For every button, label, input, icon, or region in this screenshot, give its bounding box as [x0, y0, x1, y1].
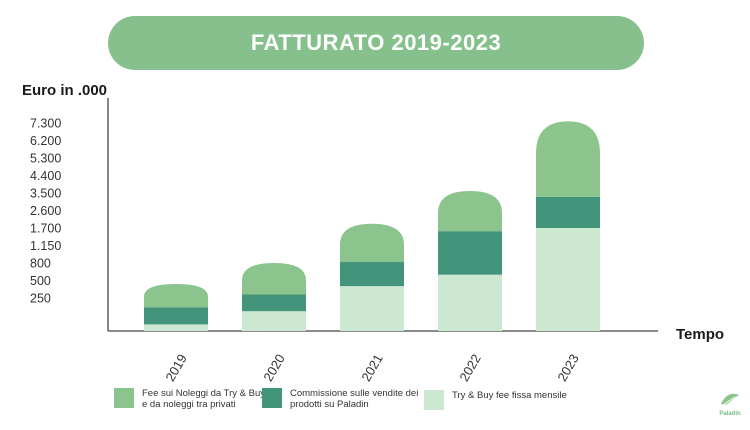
- bar-segment: [438, 191, 502, 232]
- y-tick-label: 800: [30, 257, 51, 271]
- x-tick-label: 2023: [554, 351, 581, 384]
- y-axis-label: Euro in .000: [22, 82, 108, 99]
- y-tick-label: 1.700: [30, 222, 61, 236]
- x-tick-label: 2019: [162, 351, 189, 384]
- bar-segment: [438, 274, 502, 331]
- legend-item: Fee sui Noleggi da Try & Buy e da nolegg…: [114, 388, 265, 410]
- bar-segment: [144, 307, 208, 325]
- legend-swatch: [424, 390, 444, 410]
- y-tick-label: 250: [30, 292, 51, 306]
- x-tick-label: 2021: [358, 351, 385, 384]
- x-tick-label: 2022: [456, 351, 483, 384]
- bar-segment: [242, 311, 306, 331]
- x-axis-label: Tempo: [676, 326, 725, 343]
- legend-swatch: [262, 388, 282, 408]
- bar-segment: [242, 263, 306, 295]
- legend-label: Fee sui Noleggi da Try & Buy e da nolegg…: [142, 388, 266, 410]
- y-tick-label: 4.400: [30, 169, 61, 183]
- legend-swatch: [114, 388, 134, 408]
- bar-segment: [144, 284, 208, 308]
- bar-segment: [536, 121, 600, 197]
- bar-segment: [144, 324, 208, 331]
- legend-label: Try & Buy fee fissa mensile: [452, 390, 567, 401]
- logo-label: Paladin: [719, 411, 741, 417]
- y-tick-label: 2.600: [30, 204, 61, 218]
- y-tick-label: 6.200: [30, 134, 61, 148]
- y-tick-label: 5.300: [30, 152, 61, 166]
- bar-segment: [242, 294, 306, 312]
- bar-segment: [340, 262, 404, 287]
- legend-label: Commissione sulle vendite dei prodotti s…: [290, 388, 419, 410]
- bar-segment: [438, 231, 502, 275]
- bar-segment: [340, 223, 404, 262]
- y-tick-label: 3.500: [30, 187, 61, 201]
- bar-segment: [536, 196, 600, 228]
- bar-segment: [536, 228, 600, 331]
- x-tick-label: 2020: [260, 351, 287, 384]
- y-tick-label: 500: [30, 274, 51, 288]
- legend-item: Try & Buy fee fissa mensile: [424, 390, 567, 410]
- legend-item: Commissione sulle vendite dei prodotti s…: [262, 388, 418, 410]
- leaf-icon: [721, 393, 739, 406]
- y-tick-label: 7.300: [30, 117, 61, 131]
- title-banner: FATTURATO 2019-2023: [108, 16, 644, 70]
- paladin-logo: Paladin: [716, 392, 744, 418]
- chart-title: FATTURATO 2019-2023: [250, 30, 502, 55]
- bar-segment: [340, 286, 404, 331]
- y-tick-label: 1.150: [30, 239, 61, 253]
